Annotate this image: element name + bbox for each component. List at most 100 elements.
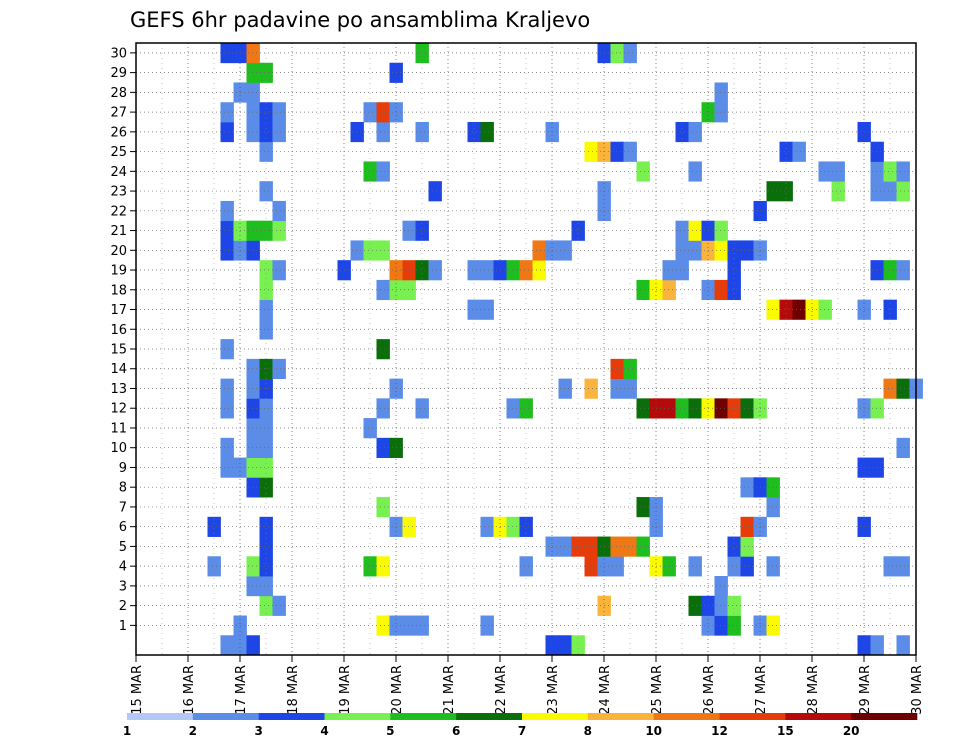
chart-title: GEFS 6hr padavine po ansamblima Kraljevo xyxy=(130,8,590,32)
y-tick-label: 4 xyxy=(119,560,127,575)
heatmap-cell xyxy=(415,121,429,143)
heatmap-cell xyxy=(246,635,260,656)
heatmap-cell xyxy=(779,181,793,202)
heatmap-cell xyxy=(480,615,494,636)
heatmap-cell xyxy=(415,260,429,281)
heatmap-cell xyxy=(545,635,559,656)
heatmap-cell xyxy=(480,121,494,143)
heatmap-cell xyxy=(714,82,728,103)
heatmap-cell xyxy=(519,556,533,577)
heatmap-cell xyxy=(584,141,598,162)
heatmap-cell xyxy=(675,220,689,241)
colorbar-label: 2 xyxy=(189,724,197,738)
heatmap-cell xyxy=(363,556,377,577)
heatmap-cell xyxy=(259,556,273,577)
heatmap-cell xyxy=(727,595,741,616)
y-tick-label: 16 xyxy=(110,323,127,338)
heatmap-cell xyxy=(376,615,390,636)
y-tick-label: 5 xyxy=(119,540,127,555)
heatmap-cell xyxy=(246,576,260,597)
heatmap-cell xyxy=(519,516,533,537)
heatmap-cell xyxy=(610,141,624,162)
y-tick-label: 29 xyxy=(110,66,127,81)
heatmap-cell xyxy=(675,240,689,261)
heatmap-cell xyxy=(259,181,273,202)
heatmap-cell xyxy=(571,536,585,557)
heatmap-cell xyxy=(350,240,364,261)
heatmap-cell xyxy=(870,635,884,656)
heatmap-cell xyxy=(220,102,234,123)
y-tick-label: 24 xyxy=(110,165,127,180)
heatmap-cell xyxy=(506,260,520,281)
heatmap-cell xyxy=(532,260,546,281)
heatmap-cell xyxy=(246,121,260,143)
heatmap-cell xyxy=(636,536,650,557)
colorbar-swatch xyxy=(719,713,786,720)
heatmap-cell xyxy=(363,102,377,123)
colorbar-label: 6 xyxy=(452,724,460,738)
heatmap-cell xyxy=(740,240,754,261)
y-tick-label: 1 xyxy=(119,619,127,634)
heatmap-cell xyxy=(883,161,897,182)
y-tick-label: 21 xyxy=(110,224,127,239)
heatmap-cell xyxy=(610,556,624,577)
heatmap-cell xyxy=(207,556,221,577)
heatmap-cell xyxy=(675,121,689,143)
heatmap-cell xyxy=(870,398,884,419)
heatmap-cell xyxy=(402,260,416,281)
heatmap-cell xyxy=(259,299,273,320)
colorbar-label: 12 xyxy=(711,724,728,738)
heatmap-cell xyxy=(688,595,702,616)
heatmap-cell xyxy=(571,220,585,241)
colorbar-swatch xyxy=(587,713,654,720)
x-tick-label: 28 MAR xyxy=(806,665,821,715)
heatmap-cell xyxy=(740,556,754,577)
heatmap-cell xyxy=(272,260,286,281)
heatmap-cell xyxy=(246,378,260,399)
heatmap-cell xyxy=(571,635,585,656)
heatmap-cell xyxy=(246,437,260,458)
heatmap-cell xyxy=(688,398,702,419)
colorbar-swatch xyxy=(127,713,194,720)
heatmap-cell xyxy=(259,141,273,162)
heatmap-cell xyxy=(714,220,728,241)
heatmap-cell xyxy=(363,161,377,182)
heatmap-cell xyxy=(584,536,598,557)
x-axis: 15 MAR 16 MAR 17 MAR 18 MAR 19 MAR 20 MAR 21 M… xyxy=(130,655,925,715)
heatmap-cell xyxy=(259,457,273,478)
heatmap-cell xyxy=(610,378,624,399)
heatmap-cell xyxy=(246,43,260,64)
heatmap-cells xyxy=(207,43,923,656)
y-tick-label: 23 xyxy=(110,185,127,200)
heatmap-cell xyxy=(870,161,884,182)
y-axis: 1234567891011121314151617181920212223242… xyxy=(110,46,136,634)
heatmap-cell xyxy=(740,536,754,557)
heatmap-cell xyxy=(779,141,793,162)
heatmap-cell xyxy=(740,398,754,419)
heatmap-cell xyxy=(246,82,260,103)
heatmap-cell xyxy=(376,102,390,123)
heatmap-cell xyxy=(376,121,390,143)
heatmap-cell xyxy=(246,457,260,478)
y-tick-label: 19 xyxy=(110,264,127,279)
heatmap-cell xyxy=(896,378,910,399)
y-tick-label: 18 xyxy=(110,283,127,298)
heatmap-cell xyxy=(259,220,273,241)
heatmap-cell xyxy=(740,477,754,498)
heatmap-cell xyxy=(220,43,234,64)
heatmap-cell xyxy=(623,141,637,162)
x-tick-label: 21 MAR xyxy=(442,665,457,715)
colorbar-label: 20 xyxy=(843,724,860,738)
heatmap-cell xyxy=(220,200,234,222)
x-tick-label: 27 MAR xyxy=(754,665,769,715)
x-tick-label: 22 MAR xyxy=(494,665,509,715)
heatmap-cell xyxy=(246,418,260,439)
heatmap-cell xyxy=(662,279,676,301)
heatmap-cell xyxy=(220,121,234,143)
heatmap-cell xyxy=(259,516,273,537)
heatmap-cell xyxy=(766,299,780,320)
heatmap-cell xyxy=(272,595,286,616)
heatmap-cell xyxy=(779,299,793,320)
heatmap-cell xyxy=(467,260,481,281)
